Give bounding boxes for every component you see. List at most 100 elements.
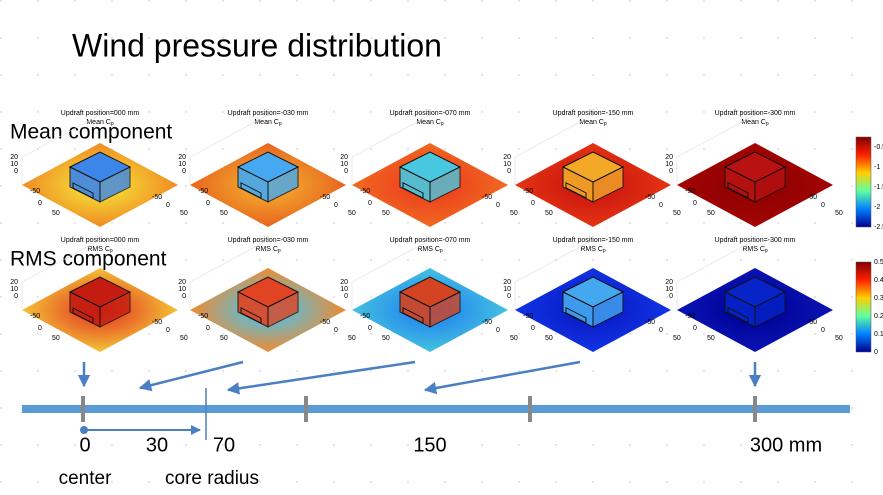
axis-label: 20 [178,279,186,286]
axis-label: -50 [482,194,492,201]
axis-label: 0 [166,327,170,334]
panel-subtitle: RMS Cp [417,246,443,254]
axis-label: -50 [523,188,533,195]
box-right [754,166,786,203]
axis-label: -50 [482,319,492,326]
axis-label: 0 [182,168,186,175]
colorbar-label: -2.5 [874,224,883,231]
panel-title: Updraft position=000 mm [61,237,140,244]
axis-frame [351,114,431,185]
axis-label: 0 [182,293,186,300]
axis-label: 0 [14,168,18,175]
axis-label: -50 [152,194,162,201]
axis-label: 10 [340,161,348,168]
panel-subtitle: Mean Cp [86,119,114,127]
panel-subtitle: RMS Cp [255,246,281,254]
axis-label: 50 [220,210,228,217]
axis-label: 0 [669,293,673,300]
box-right [267,166,299,203]
axis-label: 20 [10,154,18,161]
axis-label: -50 [320,319,330,326]
axis-label: 10 [665,161,673,168]
axis-label: 20 [10,279,18,286]
axis-label: 10 [178,286,186,293]
axis-label: 50 [382,335,390,342]
axis-label: 10 [178,161,186,168]
axis-label: 50 [382,210,390,217]
axis-frame [21,114,101,185]
opening [565,306,587,324]
box-right [429,291,461,328]
panel-title: Updraft position=000 mm [61,110,140,117]
tick-label: 150 [413,434,446,456]
arrow [423,360,581,395]
colorbar-label: -0.5 [874,144,883,151]
panel-title: Updraft position=-300 mm [715,237,796,244]
axis-label: 50 [835,210,843,217]
timeline-bar [22,405,850,413]
box-right [429,166,461,203]
axis-frame [676,239,756,310]
axis-label: 50 [52,335,60,342]
opening [402,182,424,199]
arrow [138,360,244,392]
axis-label: -50 [30,188,40,195]
tick-label: 30 [146,434,168,456]
axis-label: 50 [707,210,715,217]
box-right [754,291,786,328]
axis-label: -50 [685,188,695,195]
panel-subtitle: Mean Cp [416,119,444,127]
axis-label: 0 [507,293,511,300]
axis-label: -50 [523,313,533,320]
axis-label: 20 [503,279,511,286]
axis-label: 0 [344,168,348,175]
axis-label: 50 [673,335,681,342]
panel-title: Updraft position=-150 mm [553,237,634,244]
axis-label: 20 [503,154,511,161]
panel-subtitle: Mean Cp [254,119,282,127]
axis-label: 50 [510,210,518,217]
axis-label: 20 [340,279,348,286]
tick [753,396,757,422]
axis-label: 20 [665,279,673,286]
tick-label: 70 [213,434,235,456]
box-right [99,166,131,203]
colorbar-label: 0.4 [874,277,883,284]
axis-label: 0 [334,202,338,209]
axis-label: 0 [531,325,535,332]
axis-label: 0 [368,325,372,332]
axis-label: 10 [503,161,511,168]
colorbar-label: 0.1 [874,331,883,338]
axis-label: 0 [659,327,663,334]
axis-label: 0 [38,200,42,207]
axis-label: 20 [340,154,348,161]
opening [72,182,94,199]
axis-label: 20 [665,154,673,161]
box-right [267,291,299,328]
axis-label: 50 [545,335,553,342]
panel-subtitle: Mean Cp [579,119,607,127]
colorbar-label: -2 [874,204,880,211]
axis-label: 50 [545,210,553,217]
axis-label: 10 [10,286,18,293]
axis-label: 50 [707,335,715,342]
box-right [99,291,131,328]
axis-label: 50 [835,335,843,342]
axis-label: 10 [503,286,511,293]
axis-label: 50 [348,210,356,217]
panel-subtitle: Mean Cp [741,119,769,127]
axis-label: 0 [166,202,170,209]
opening [402,307,424,324]
axis-label: 50 [52,210,60,217]
colorbar-label: 0 [874,349,878,356]
axis-label: -50 [152,319,162,326]
opening [240,307,262,324]
opening [727,306,749,324]
tick-label: 0 [79,434,90,456]
axis-label: 0 [496,202,500,209]
axis-label: 0 [531,200,535,207]
axis-label: -50 [807,319,817,326]
axis-label: 0 [821,327,825,334]
axis-label: 0 [496,327,500,334]
